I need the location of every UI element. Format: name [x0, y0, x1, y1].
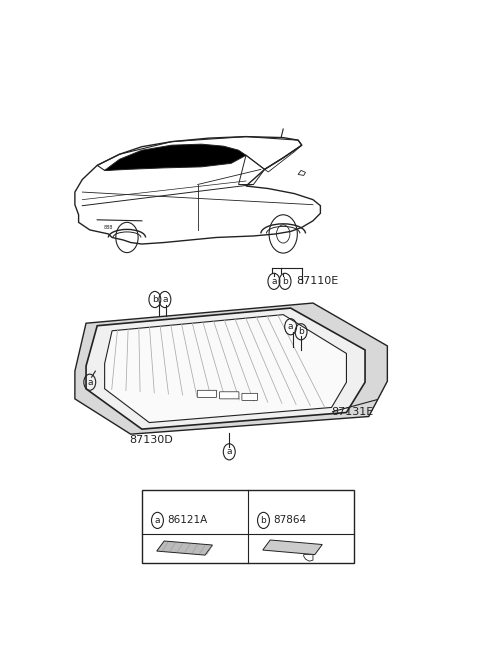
- Polygon shape: [105, 314, 347, 422]
- FancyBboxPatch shape: [142, 490, 354, 563]
- Text: a: a: [288, 322, 293, 331]
- FancyBboxPatch shape: [197, 390, 216, 398]
- Text: b: b: [261, 516, 266, 525]
- Polygon shape: [304, 555, 313, 561]
- FancyBboxPatch shape: [219, 392, 239, 399]
- Polygon shape: [156, 541, 213, 555]
- Text: a: a: [271, 277, 276, 286]
- Text: a: a: [155, 516, 160, 525]
- Text: 86121A: 86121A: [167, 515, 207, 525]
- Text: a: a: [227, 447, 232, 457]
- FancyBboxPatch shape: [242, 393, 258, 400]
- Text: b: b: [152, 295, 158, 304]
- Text: a: a: [87, 378, 93, 386]
- Polygon shape: [86, 308, 365, 429]
- Polygon shape: [75, 303, 387, 434]
- Text: 87110E: 87110E: [296, 276, 338, 286]
- Text: 888: 888: [104, 225, 113, 230]
- Polygon shape: [263, 540, 322, 555]
- Text: a: a: [162, 295, 168, 304]
- Text: 87864: 87864: [273, 515, 306, 525]
- Text: b: b: [282, 277, 288, 286]
- Polygon shape: [105, 144, 246, 170]
- Text: 87131E: 87131E: [332, 407, 374, 417]
- Text: 87130D: 87130D: [129, 435, 173, 445]
- Text: b: b: [298, 328, 304, 336]
